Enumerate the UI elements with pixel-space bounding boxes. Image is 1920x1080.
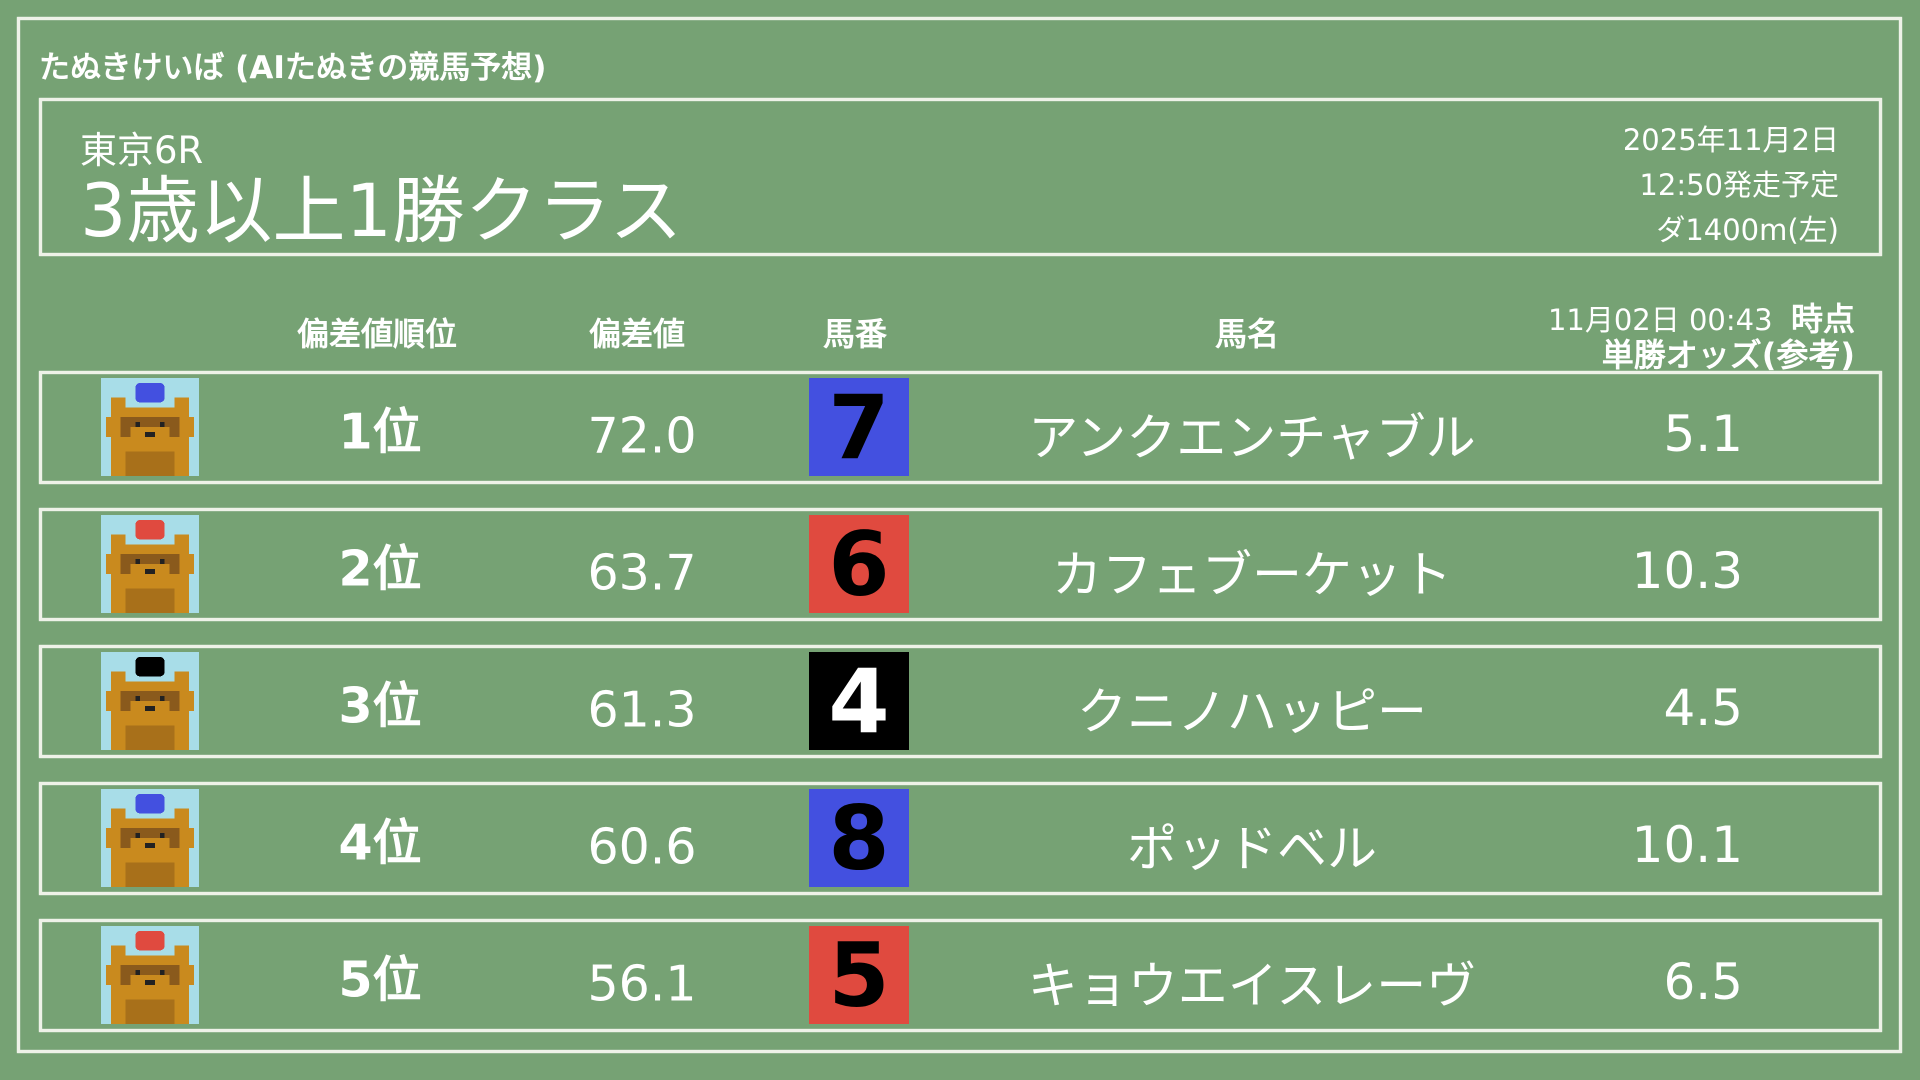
column-header-name: 馬名	[1214, 315, 1280, 353]
outer-frame	[17, 17, 1902, 1053]
app-title: たぬきけいば (AIたぬきの競馬予想)	[39, 50, 547, 86]
odds-timestamp: 11月02日 00:43 時点	[1548, 294, 1855, 340]
horse-number-badge: 6	[809, 513, 909, 616]
odds-time: 11月02日 00:43	[1547, 303, 1773, 337]
win-odds: 4.5	[1663, 678, 1743, 737]
column-header-odds: 単勝オッズ(参考)	[1601, 336, 1855, 374]
horse-name: アンクエンチャブル	[1028, 408, 1476, 467]
win-odds: 5.1	[1663, 404, 1743, 463]
odds-time-suffix: 時点	[1790, 300, 1855, 338]
deviation-value: 60.6	[587, 818, 697, 876]
table-row: 3位 61.3 4 クニノハッピー 4.5	[39, 645, 1882, 758]
race-name: 3歳以上1勝クラス	[80, 169, 683, 254]
win-odds: 10.3	[1631, 541, 1743, 600]
table-row: 2位 63.7 6 カフェブーケット 10.3	[39, 508, 1882, 621]
table-row: 1位 72.0 7 アンクエンチャブル 5.1	[39, 371, 1882, 484]
table-row: 5位 56.1 5 キョウエイスレーヴ 6.5	[39, 919, 1882, 1032]
horse-name: ポッドベル	[1127, 819, 1377, 878]
rank: 5位	[338, 951, 422, 1008]
horse-name: キョウエイスレーヴ	[1027, 956, 1477, 1015]
tanuki-icon	[100, 515, 200, 613]
horse-name: クニノハッピー	[1077, 682, 1427, 741]
rank: 4位	[338, 814, 422, 871]
horse-number-badge: 5	[809, 924, 909, 1027]
win-odds: 10.1	[1631, 815, 1743, 874]
tanuki-icon	[100, 378, 200, 476]
deviation-value: 61.3	[587, 681, 697, 739]
rank: 1位	[338, 403, 422, 460]
race-venue: 東京6R	[80, 129, 204, 172]
win-odds: 6.5	[1663, 952, 1743, 1011]
race-header-box	[39, 98, 1882, 256]
table-row: 4位 60.6 8 ポッドベル 10.1	[39, 782, 1882, 895]
tanuki-icon	[100, 789, 200, 887]
tanuki-icon	[100, 652, 200, 750]
deviation-value: 72.0	[587, 407, 697, 465]
race-date: 2025年11月2日	[1622, 123, 1839, 157]
column-header-number: 馬番	[822, 315, 888, 353]
race-course: ダ1400m(左)	[1656, 213, 1839, 247]
tanuki-icon	[100, 926, 200, 1024]
horse-number-badge: 4	[809, 650, 909, 753]
deviation-value: 63.7	[587, 544, 697, 602]
horse-number-badge: 8	[809, 787, 909, 890]
race-start-time: 12:50発走予定	[1639, 168, 1839, 202]
horse-name: カフェブーケット	[1052, 545, 1452, 604]
column-header-rank: 偏差値順位	[296, 315, 458, 353]
rank: 2位	[338, 540, 422, 597]
column-header-deviation: 偏差値	[588, 315, 686, 353]
horse-number-badge: 7	[809, 376, 909, 479]
rank: 3位	[338, 677, 422, 734]
deviation-value: 56.1	[587, 955, 697, 1013]
